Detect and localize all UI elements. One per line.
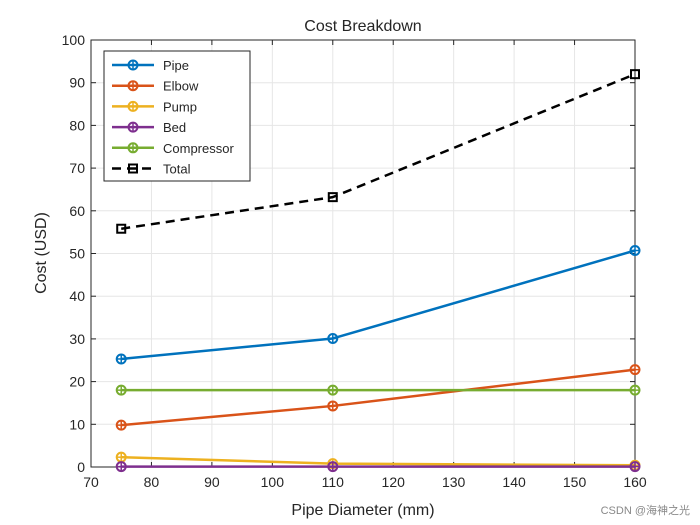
legend-item-total: Total (112, 162, 191, 177)
series-bed (115, 461, 641, 473)
legend-label: Compressor (163, 141, 234, 156)
legend-label: Elbow (163, 79, 199, 94)
y-tick-label: 70 (69, 160, 85, 176)
x-tick-label: 70 (83, 474, 99, 490)
x-tick-label: 140 (502, 474, 526, 490)
y-tick-label: 60 (69, 203, 85, 219)
watermark-text: CSDN @海神之光 (601, 503, 690, 517)
chart-title: Cost Breakdown (304, 18, 421, 35)
y-tick-label: 50 (69, 246, 85, 262)
y-axis-title: Cost (USD) (33, 212, 50, 294)
plot-area: 70 80 90 100 110 120 130 140 150 160 0 10 20 30 40 50 60… (62, 32, 647, 490)
series-elbow (115, 364, 641, 431)
x-tick-label: 150 (563, 474, 587, 490)
series-pipe (115, 245, 641, 365)
legend-item-elbow: Elbow (112, 79, 199, 94)
series-compressor (115, 384, 641, 396)
legend-box (103, 50, 251, 182)
legend-item-pipe: Pipe (112, 58, 189, 73)
x-tick-label: 100 (261, 474, 285, 490)
data-point-total (116, 223, 127, 234)
x-tick-label: 90 (204, 474, 220, 490)
x-tick-label: 130 (442, 474, 466, 490)
x-axis-title: Pipe Diameter (mm) (291, 502, 434, 519)
legend: Pipe Elbow Pump Bed Compressor Total (103, 50, 251, 182)
legend-label: Pump (163, 99, 197, 114)
y-tick-label: 30 (69, 331, 85, 347)
x-tick-label: 80 (144, 474, 160, 490)
legend-item-bed: Bed (112, 120, 186, 135)
y-tick-label: 90 (69, 75, 85, 91)
legend-label: Bed (163, 120, 186, 135)
legend-label: Pipe (163, 58, 189, 73)
legend-item-pump: Pump (112, 99, 197, 114)
x-tick-label: 160 (623, 474, 647, 490)
series-total (116, 69, 640, 234)
y-tick-label: 40 (69, 288, 85, 304)
y-tick-label: 100 (62, 32, 86, 48)
x-tick-label: 120 (382, 474, 406, 490)
y-tick-label: 80 (69, 117, 85, 133)
legend-item-compressor: Compressor (112, 141, 234, 156)
data-point-total (327, 192, 338, 203)
data-point-total (630, 69, 640, 80)
series-line-total (121, 73, 636, 230)
data-point-legend-total (128, 163, 138, 174)
x-tick-label: 110 (322, 474, 345, 490)
legend-label: Total (163, 162, 191, 177)
y-tick-label: 10 (69, 416, 85, 432)
y-tick-label: 20 (69, 374, 85, 390)
y-tick-label: 0 (77, 459, 85, 475)
